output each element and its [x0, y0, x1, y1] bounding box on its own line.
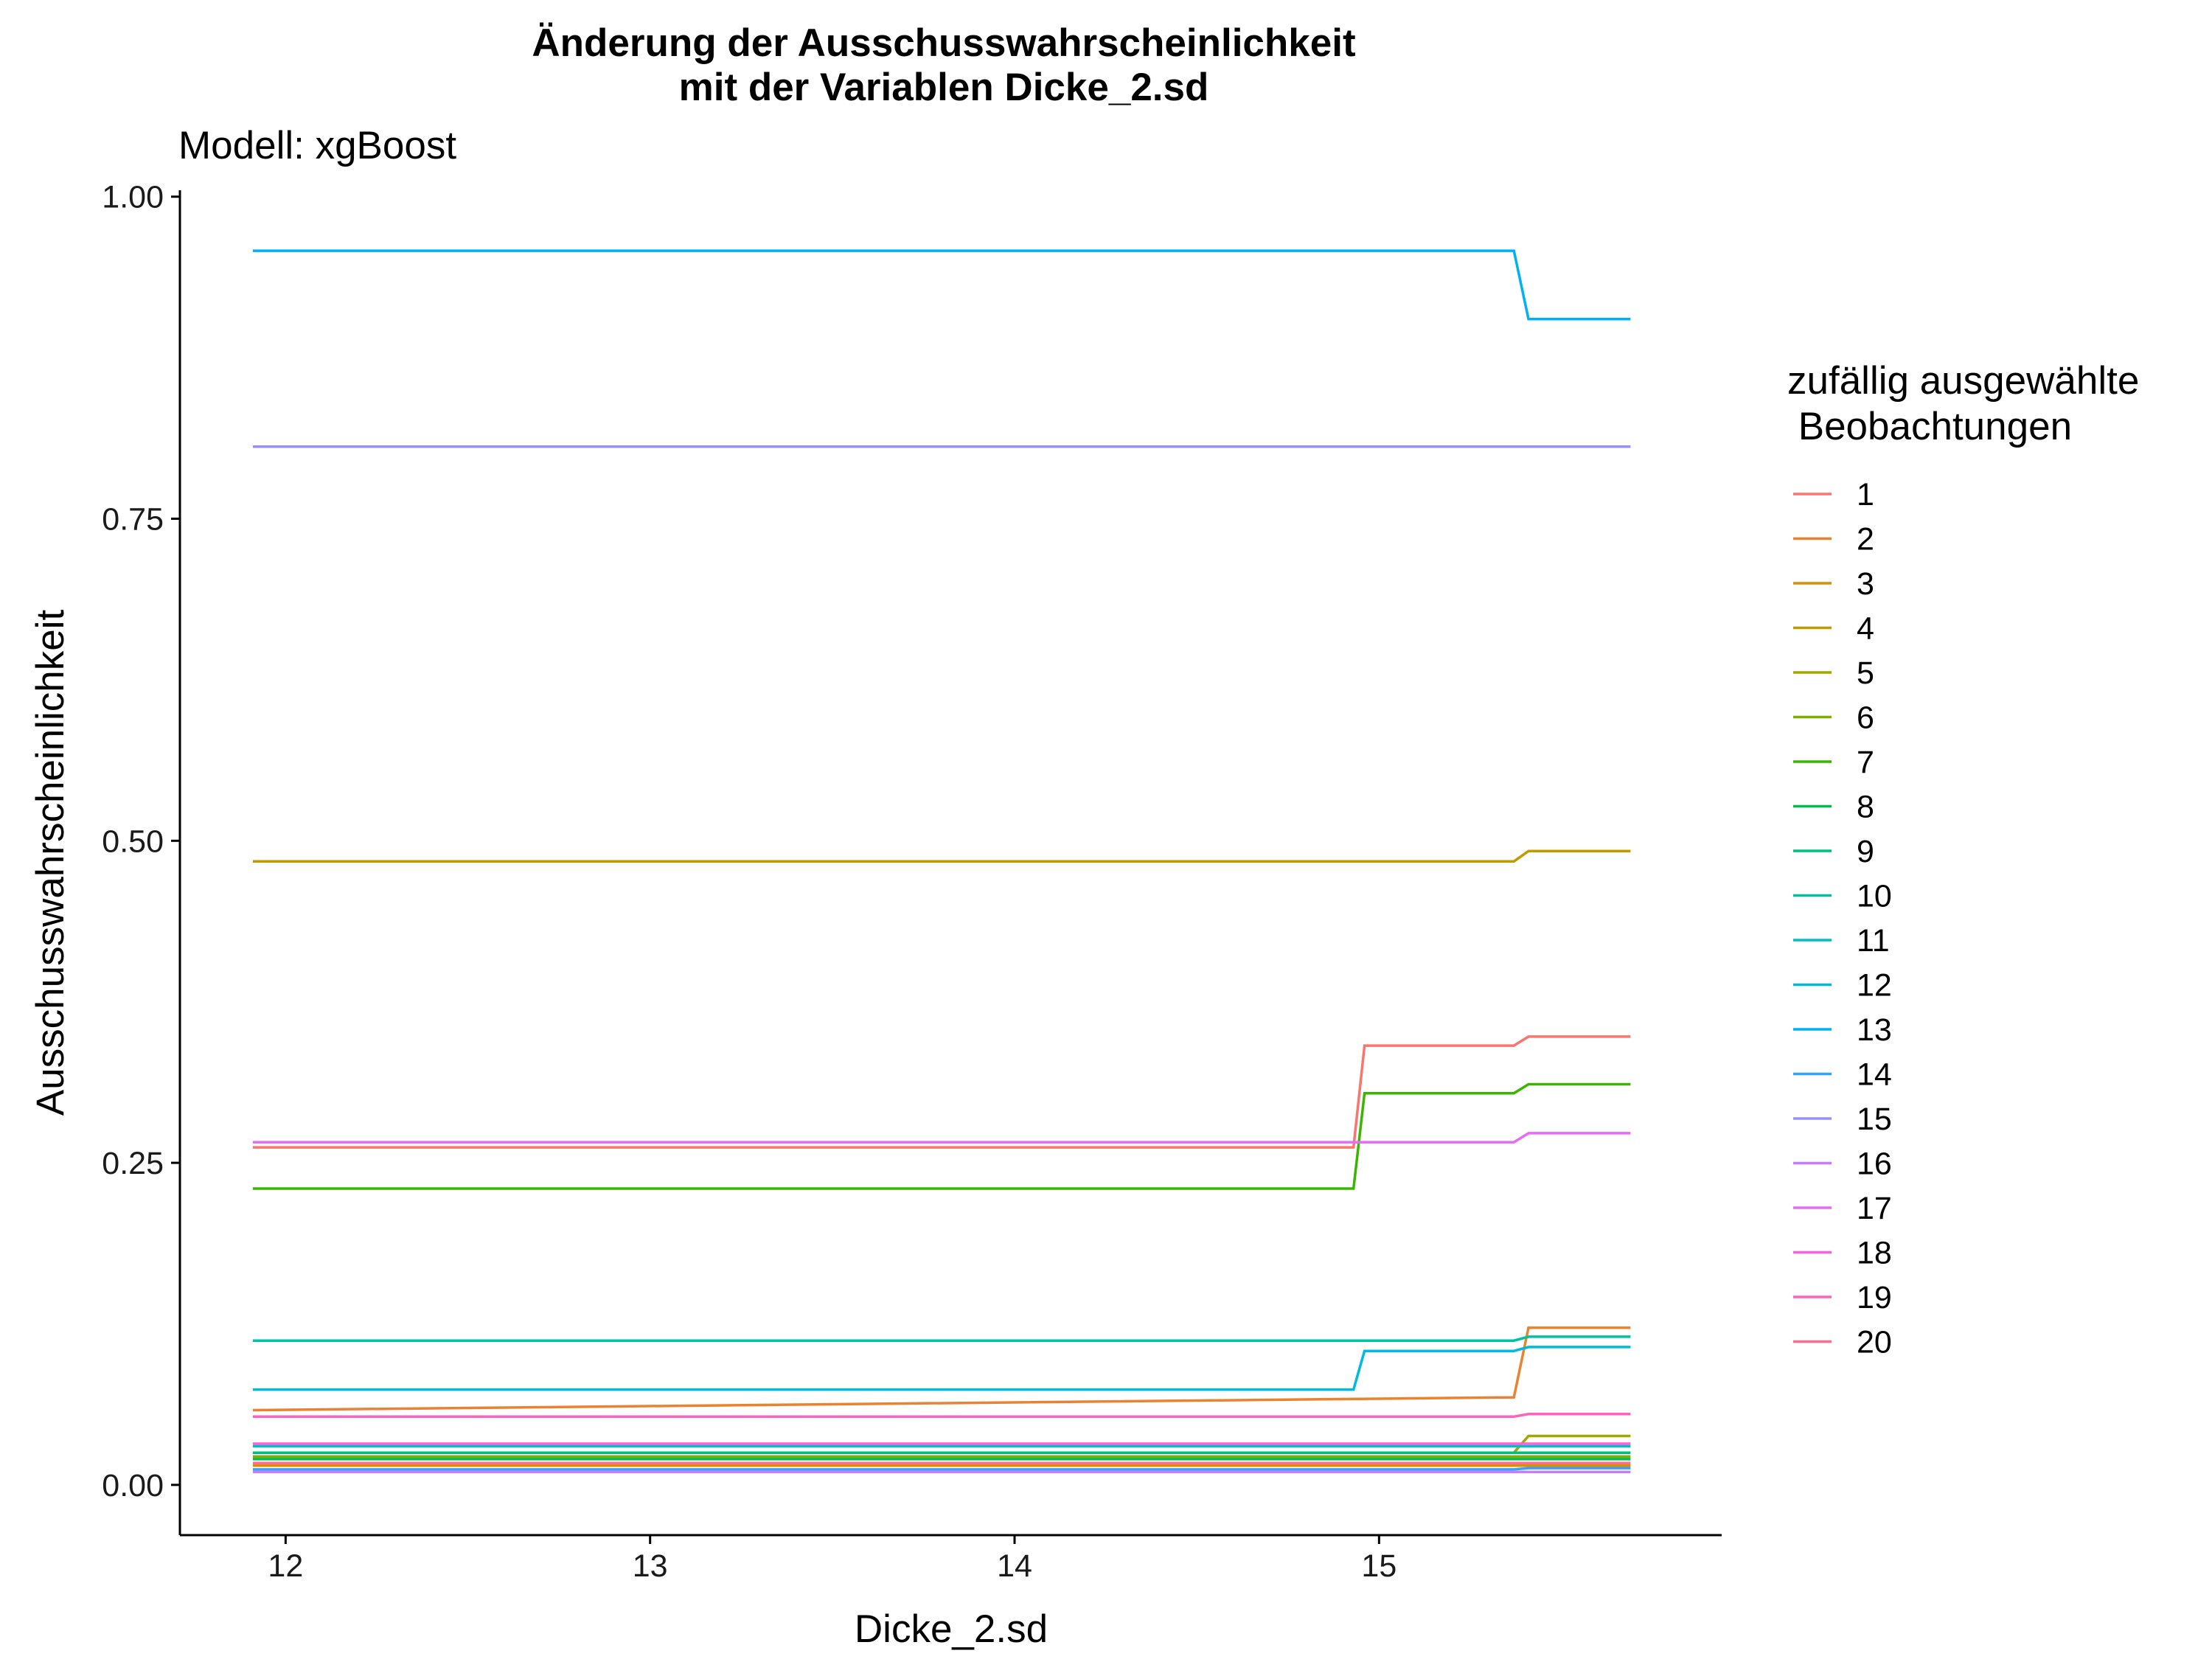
legend-label-7: 7 — [1857, 745, 1874, 780]
legend-label-1: 1 — [1857, 477, 1874, 512]
legend-label-9: 9 — [1857, 834, 1874, 869]
legend-label-8: 8 — [1857, 790, 1874, 825]
legend-label-15: 15 — [1857, 1102, 1892, 1137]
chart-title-line-1: Änderung der Ausschusswahrscheinlichkeit — [532, 21, 1355, 65]
legend-label-5: 5 — [1857, 655, 1874, 691]
y-tick-label: 0.50 — [102, 824, 164, 859]
legend-label-2: 2 — [1857, 522, 1874, 557]
series-line-17 — [252, 1132, 1631, 1144]
legend-label-17: 17 — [1857, 1191, 1892, 1226]
series-line-12 — [252, 1346, 1631, 1391]
legend-label-10: 10 — [1857, 879, 1892, 914]
y-axis-title: Ausschusswahrscheinlichkeit — [29, 610, 72, 1116]
series-line-7 — [252, 1082, 1631, 1190]
y-tick-label: 0.00 — [102, 1468, 164, 1503]
series-line-14 — [252, 1467, 1631, 1471]
series-line-2 — [252, 1326, 1631, 1412]
legend-label-12: 12 — [1857, 968, 1892, 1004]
x-tick-label: 14 — [997, 1548, 1032, 1584]
series-line-19 — [252, 1413, 1631, 1419]
legend-label-11: 11 — [1857, 923, 1890, 959]
y-tick-label: 0.75 — [102, 502, 164, 538]
legend-title-line-2: Beobachtungen — [1787, 405, 2072, 448]
x-tick-label: 12 — [268, 1548, 303, 1584]
series-line-13 — [252, 249, 1631, 321]
series-line-4 — [252, 849, 1631, 863]
x-axis-ticks: 12 13 14 15 — [268, 1535, 1397, 1584]
legend-label-18: 18 — [1857, 1236, 1892, 1271]
legend-title-line-1: zufällig ausgewählte — [1787, 359, 2139, 403]
legend-label-3: 3 — [1857, 566, 1874, 602]
x-tick-label: 13 — [633, 1548, 668, 1584]
legend-label-20: 20 — [1857, 1325, 1892, 1360]
legend-label-14: 14 — [1857, 1057, 1892, 1093]
y-tick-label: 0.25 — [102, 1146, 164, 1181]
legend-label-4: 4 — [1857, 611, 1874, 647]
legend-label-16: 16 — [1857, 1147, 1892, 1182]
series-line-10 — [252, 1335, 1631, 1342]
series-line-1 — [252, 1035, 1631, 1149]
chart-title-line-2: mit der Variablen Dicke_2.sd — [679, 66, 1209, 109]
legend-label-6: 6 — [1857, 700, 1874, 736]
x-axis-title: Dicke_2.sd — [855, 1607, 1048, 1651]
x-tick-label: 15 — [1361, 1548, 1397, 1584]
legend-label-13: 13 — [1857, 1012, 1892, 1048]
plot-lines — [252, 249, 1631, 1474]
legend-label-19: 19 — [1857, 1280, 1892, 1315]
chart-subtitle: Modell: xgBoost — [178, 124, 456, 167]
y-tick-label: 1.00 — [102, 180, 164, 215]
y-axis-ticks: 0.00 0.25 0.50 0.75 1.00 — [102, 180, 180, 1503]
